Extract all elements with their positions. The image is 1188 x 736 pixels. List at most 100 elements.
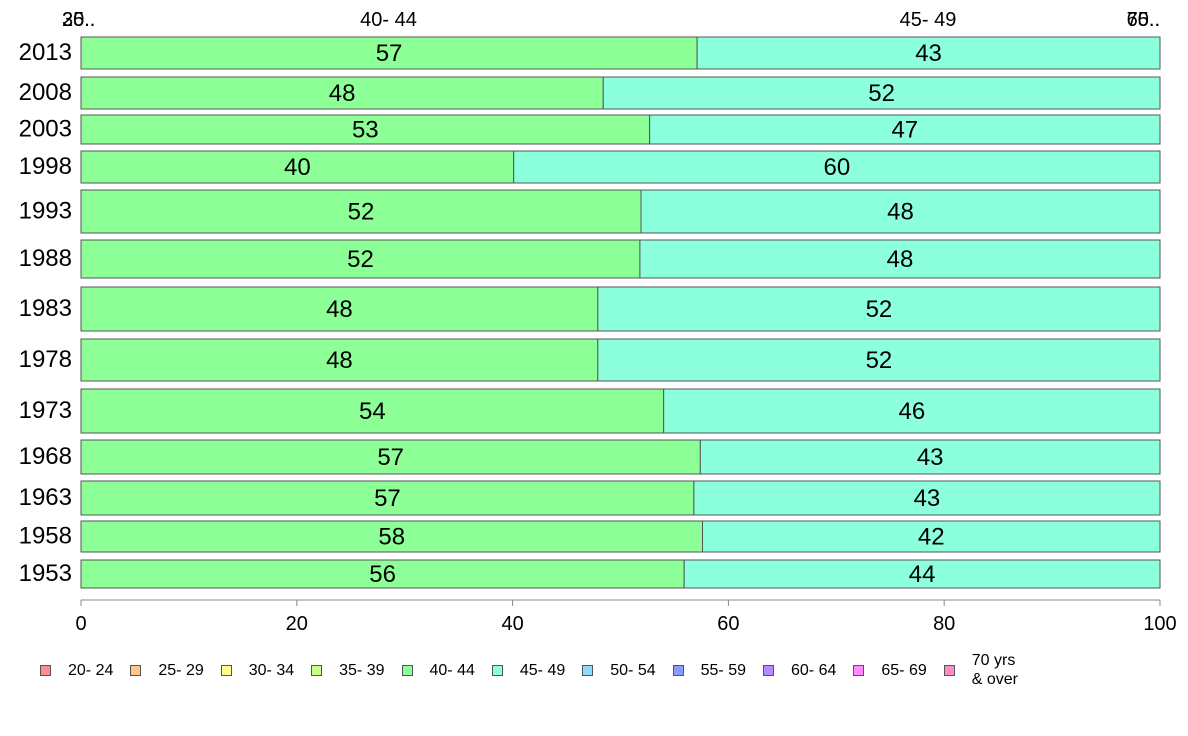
legend-swatch: [672, 664, 684, 676]
y-tick-label: 1988: [19, 245, 72, 272]
legend-label: 45- 49: [519, 661, 566, 679]
data-label: 53: [352, 117, 379, 144]
data-label: 44: [909, 561, 936, 588]
legend-label: 20- 24: [68, 661, 114, 679]
y-tick-label: 1978: [19, 346, 72, 373]
bar-segment: [80, 239, 641, 279]
bar-segment: [80, 36, 698, 70]
bar-segment: [663, 388, 1161, 434]
top-label: 40- 44: [360, 9, 417, 31]
data-label: 48: [329, 80, 356, 107]
bar-segment: [696, 36, 1161, 70]
bar-segment: [80, 388, 665, 434]
bar-segment: [683, 559, 1161, 589]
data-label: 43: [915, 40, 942, 67]
legend-item: 70 yrs & over: [943, 651, 1018, 689]
legend-swatch: [853, 664, 865, 676]
x-tick-label: 20: [286, 613, 308, 635]
legend-label: 70 yrs & over: [971, 652, 1018, 688]
legend-swatch: [401, 664, 413, 676]
data-label: 48: [326, 347, 353, 374]
y-tick-label: 2008: [19, 79, 72, 106]
x-tick-label: 0: [75, 613, 86, 635]
bar-segment: [513, 150, 1161, 184]
data-label: 60: [823, 154, 850, 181]
data-label: 40: [284, 154, 311, 181]
top-label: 65..: [1127, 9, 1160, 31]
data-label: 46: [898, 398, 925, 425]
x-tick-label: 100: [1143, 613, 1176, 635]
x-axis: 0 20 40 60 80 100: [75, 599, 1177, 635]
data-label: 57: [377, 444, 404, 471]
legend-item: 45- 49: [491, 661, 566, 680]
bar-segment: [597, 286, 1161, 332]
legend: 20- 24 25- 29 30- 34 35- 39 40- 44 45- 49 50- …: [40, 650, 1170, 690]
top-label: 70..: [1127, 9, 1160, 31]
legend-item: 65- 69: [853, 661, 927, 680]
data-label: 48: [326, 296, 353, 323]
x-tick-label: 60: [717, 613, 739, 635]
y-tick-label: 2003: [19, 116, 72, 143]
bar-segment: [699, 439, 1161, 475]
y-tick-label: 2013: [19, 39, 72, 66]
y-tick-label: 1963: [19, 484, 72, 511]
legend-label: 55- 59: [700, 661, 746, 679]
legend-item: 25- 29: [130, 661, 204, 680]
bars: 2013 57 43 2008 48 52 2003 53 47 1998 40 60 1993 52 48…: [19, 36, 1161, 589]
bar-segment: [597, 338, 1161, 382]
x-tick-label: 80: [933, 613, 955, 635]
legend-label: 50- 54: [610, 661, 656, 679]
legend-item: 30- 34: [220, 661, 295, 680]
top-label: 20..: [62, 9, 95, 31]
bar-segment: [80, 150, 515, 184]
legend-swatch: [943, 664, 955, 676]
bar-segment: [80, 286, 599, 332]
bar-segment: [602, 76, 1161, 110]
stacked-bar-chart: 20..35.. 40- 44 45- 49 65..70.. 2013 57 43200…: [19, 9, 1177, 635]
bar-segment: [649, 114, 1161, 145]
legend-swatch: [582, 664, 594, 676]
top-label: 35..: [62, 9, 95, 31]
legend-label: 60- 64: [791, 661, 837, 679]
legend-item: 40- 44: [401, 661, 475, 680]
legend-item: 50- 54: [582, 661, 656, 680]
data-label: 56: [369, 561, 396, 588]
legend-label: 40- 44: [429, 661, 475, 679]
bar-segment: [639, 239, 1161, 279]
bar-segment: [640, 189, 1161, 234]
legend-label: 25- 29: [158, 661, 204, 679]
y-tick-label: 1958: [19, 523, 72, 550]
bar-segment: [80, 338, 599, 382]
top-category-labels: 20..35.. 40- 44 45- 49 65..70..: [62, 9, 1160, 31]
data-label: 54: [359, 398, 386, 425]
data-label: 48: [887, 246, 914, 273]
data-label: 52: [348, 199, 375, 226]
y-tick-label: 1973: [19, 397, 72, 424]
data-label: 52: [866, 296, 893, 323]
legend-swatch: [763, 664, 774, 676]
data-label: 42: [918, 524, 945, 551]
legend-swatch: [220, 664, 232, 676]
legend-item: 35- 39: [311, 661, 385, 680]
bar-segment: [80, 114, 651, 145]
legend-swatch: [491, 664, 503, 676]
data-label: 47: [891, 117, 918, 144]
legend-swatch: [311, 664, 323, 676]
legend-item: 55- 59: [672, 661, 746, 680]
x-tick-label: 40: [501, 613, 523, 635]
data-label: 43: [917, 444, 944, 471]
legend-label: 30- 34: [248, 661, 295, 679]
data-label: 57: [374, 485, 401, 512]
legend-label: 35- 39: [339, 661, 385, 679]
top-label: 45- 49: [900, 9, 957, 31]
data-label: 57: [376, 40, 403, 67]
bar-segment: [80, 520, 704, 553]
y-tick-label: 1968: [19, 443, 72, 470]
y-tick-label: 1983: [19, 295, 72, 322]
bar-segment: [702, 520, 1161, 553]
bar-segment: [80, 189, 642, 234]
legend-label: 65- 69: [881, 661, 927, 679]
bar-segment: [80, 76, 604, 110]
legend-swatch: [130, 664, 142, 676]
data-label: 48: [887, 199, 914, 226]
